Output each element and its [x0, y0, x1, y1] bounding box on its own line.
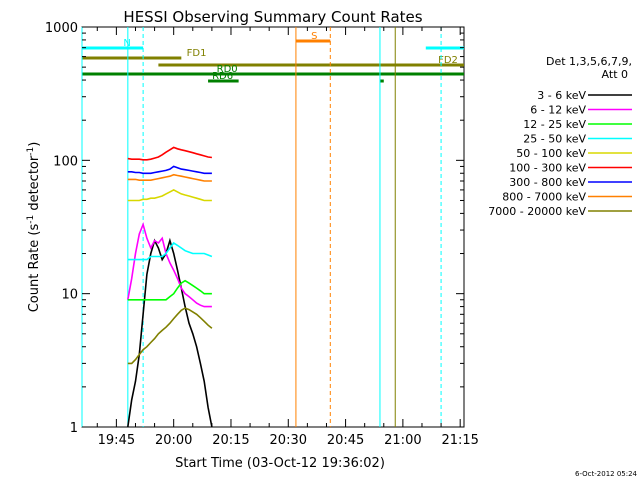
legend-header-1: Det 1,3,5,6,7,9,	[546, 55, 632, 68]
x-axis-label: Start Time (03-Oct-12 19:36:02)	[175, 456, 385, 471]
status-bar-label: RD0	[217, 64, 238, 75]
generation-timestamp: 6-Oct-2012 05:24	[575, 470, 638, 478]
x-axis-ticks: 19:45 20:00 20:15 20:30 20:45 21:00 21:15	[96, 27, 479, 448]
y-axis-ticks: 1 10 100 1000	[45, 21, 464, 436]
y-tick-label: 10	[61, 288, 78, 303]
series-line	[127, 241, 213, 261]
legend-entry-label: 25 - 50 keV	[523, 133, 586, 146]
series-line	[127, 221, 212, 308]
plot-frame	[81, 26, 465, 428]
data-gap	[211, 28, 228, 426]
legend-header-2: Att 0	[602, 68, 628, 81]
data-gap	[357, 28, 373, 426]
y-tick-label: 100	[53, 154, 78, 169]
series-line	[127, 165, 212, 175]
legend-entry-label: 12 - 25 keV	[523, 118, 586, 131]
y-axis-label: Count Rate (s-1 detector-1)	[26, 142, 42, 313]
series-line	[127, 307, 213, 365]
status-bar-label: FD2	[438, 55, 458, 66]
x-tick-label: 19:45	[98, 433, 135, 448]
legend-entry-label: 100 - 300 keV	[509, 162, 586, 175]
legend-entry-label: 800 - 7000 keV	[502, 191, 586, 204]
series-line	[127, 237, 213, 428]
series-line	[127, 188, 212, 202]
x-tick-label: 20:15	[212, 433, 249, 448]
status-bar-label: RD6	[212, 71, 233, 82]
legend-entry-label: 50 - 100 keV	[516, 147, 586, 160]
status-bar-label: S	[311, 31, 317, 42]
x-tick-label: 21:00	[384, 433, 421, 448]
legend-entry-label: 3 - 6 keV	[537, 89, 586, 102]
y-tick-label: 1000	[45, 21, 78, 36]
data-gap	[295, 28, 327, 426]
legend-entry-label: 6 - 12 keV	[530, 104, 586, 117]
legend-entry-label: 7000 - 20000 keV	[488, 205, 586, 218]
x-tick-label: 20:45	[327, 433, 364, 448]
status-bar-label: N	[123, 38, 130, 49]
x-tick-label: 21:15	[441, 433, 478, 448]
marker-lines	[81, 27, 442, 427]
series-line	[127, 146, 213, 161]
x-tick-label: 20:00	[155, 433, 192, 448]
chart-title: HESSI Observing Summary Count Rates	[123, 8, 422, 26]
y-tick-label: 1	[70, 421, 78, 436]
x-tick-label: 20:30	[270, 433, 307, 448]
data-gaps	[211, 28, 373, 426]
series-line	[127, 279, 212, 301]
legend-entry-label: 300 - 800 keV	[509, 176, 586, 189]
series-line	[127, 173, 212, 182]
status-bar-label: FD1	[187, 48, 207, 59]
series-lines	[127, 146, 213, 428]
